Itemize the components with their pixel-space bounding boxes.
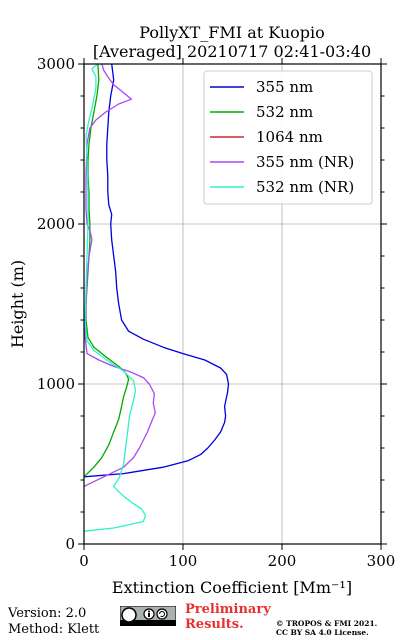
preliminary-line-1: Preliminary	[185, 602, 271, 617]
version-text: Version: 2.0	[8, 606, 87, 621]
legend-label-1: 355 nm	[256, 78, 313, 96]
chart-subtitle: [Averaged] 20210717 02:41-03:40	[93, 42, 371, 61]
x-axis-label: Extinction Coefficient [Mm⁻¹]	[112, 578, 352, 597]
footer-info: Version: 2.0 Method: Klett	[8, 606, 99, 638]
legend-label-5: 532 nm (NR)	[256, 178, 354, 196]
y-tick-label: 2000	[37, 215, 75, 233]
copyright-line-2: CC BY SA 4.0 License.	[276, 628, 369, 637]
cc-license-icon	[120, 606, 176, 626]
chart-figure: PollyXT_FMI at Kuopio [Averaged] 2021071…	[8, 23, 396, 597]
y-axis-label: Height (m)	[8, 260, 27, 348]
legend: 355 nm 532 nm 1064 nm 355 nm (NR) 532 nm (NR…	[203, 70, 373, 205]
series-line-4	[83, 63, 156, 487]
plot-frame	[83, 63, 382, 545]
copyright-notice: © TROPOS & FMI 2021. CC BY SA 4.0 Licens…	[276, 619, 377, 637]
y-tick-label: 3000	[37, 55, 75, 73]
x-tick-label: 100	[169, 552, 198, 570]
copyright-line-1: © TROPOS & FMI 2021.	[276, 619, 378, 628]
preliminary-notice: Preliminary Results.	[185, 602, 271, 632]
x-tick-label: 0	[79, 552, 89, 570]
series-line-5	[83, 63, 147, 532]
legend-label-2: 532 nm	[256, 103, 313, 121]
series-line-1	[83, 63, 230, 478]
series-layer	[83, 63, 230, 532]
y-tick-label: 0	[65, 535, 75, 553]
tick-layer	[78, 58, 387, 550]
x-tick-label: 200	[268, 552, 297, 570]
legend-label-4: 355 nm (NR)	[256, 153, 354, 171]
x-tick-label: 300	[367, 552, 396, 570]
legend-label-3: 1064 nm	[256, 128, 323, 146]
chart-title: PollyXT_FMI at Kuopio	[139, 23, 325, 42]
method-text: Method: Klett	[8, 622, 100, 637]
y-tick-label: 1000	[37, 375, 75, 393]
preliminary-line-2: Results.	[185, 617, 244, 632]
legend-box	[203, 70, 373, 205]
